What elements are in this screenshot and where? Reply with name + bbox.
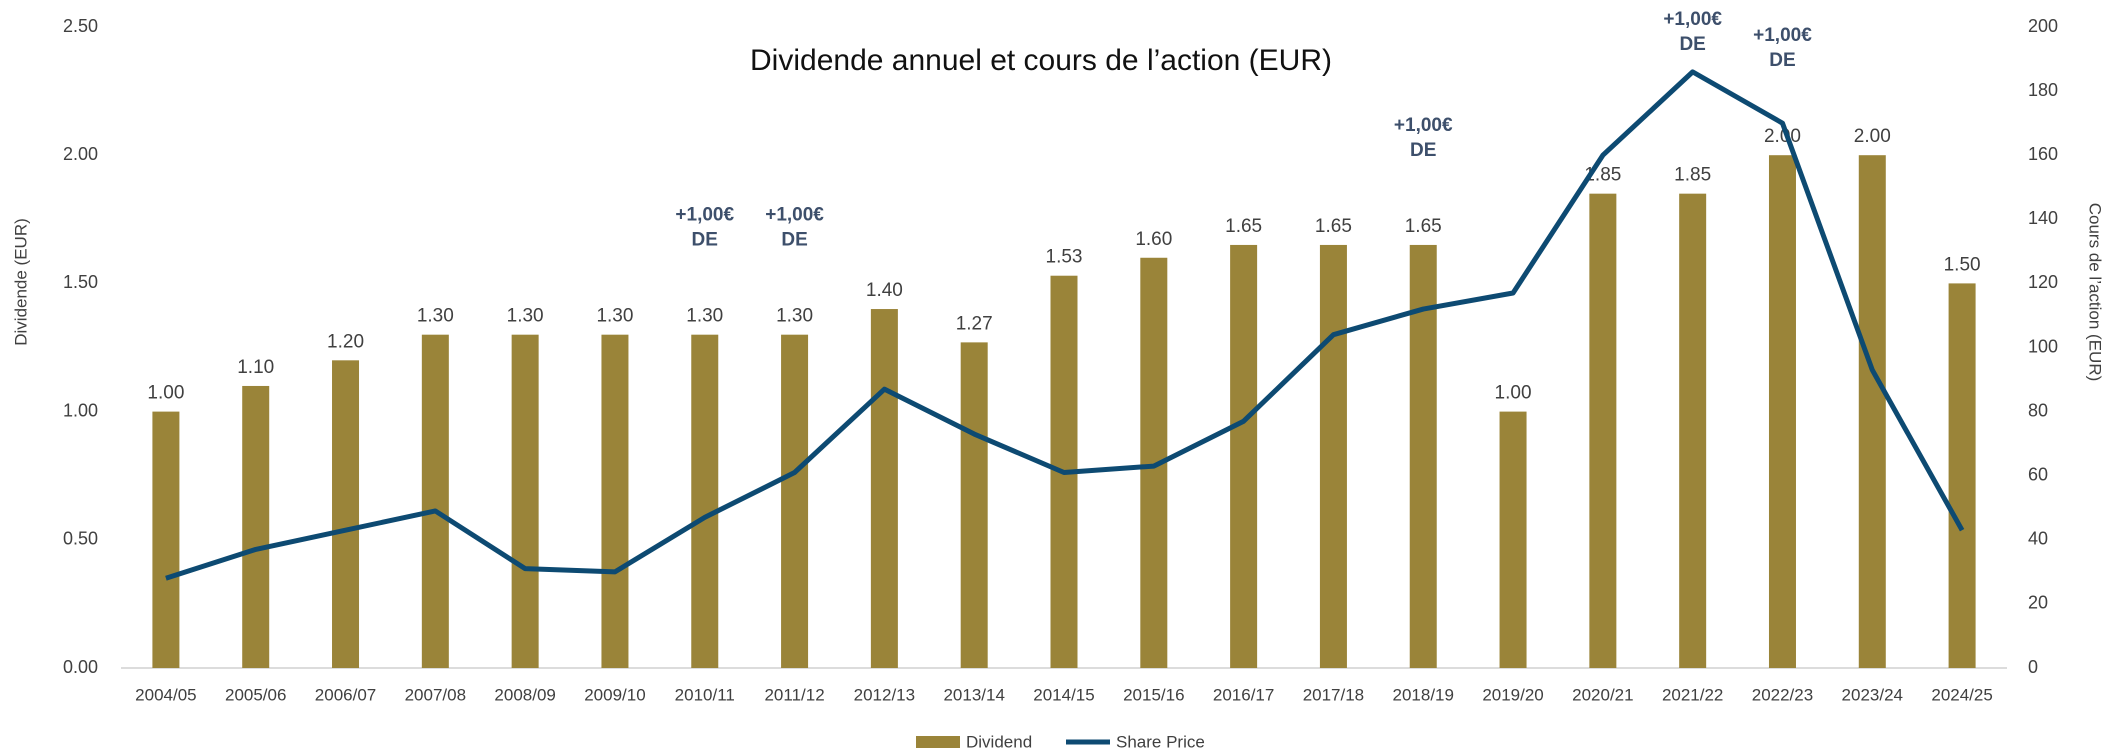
line bbox=[165, 69, 1965, 581]
data-label: 1.30 bbox=[596, 306, 633, 327]
x-tick-label: 2005/06 bbox=[225, 685, 286, 704]
x-tick-label: 2011/12 bbox=[764, 685, 824, 704]
x-tick-label: 2014/15 bbox=[1033, 685, 1094, 704]
chart-title: Dividende annuel et cours de l’action (E… bbox=[750, 44, 1332, 77]
annotation: +1,00€ bbox=[675, 205, 734, 226]
annotation: +1,00€ bbox=[765, 205, 824, 226]
y2-tick-label: 100 bbox=[2028, 336, 2058, 356]
annotation: DE bbox=[1769, 50, 1795, 71]
y2-tick-label: 160 bbox=[2028, 144, 2058, 164]
bar bbox=[511, 334, 539, 668]
y-tick-label: 0.00 bbox=[63, 657, 98, 677]
bar bbox=[601, 334, 629, 668]
y-tick-label: 2.00 bbox=[63, 144, 98, 164]
y2-tick-label: 60 bbox=[2028, 464, 2048, 484]
bar bbox=[691, 334, 719, 668]
bar bbox=[1679, 193, 1707, 668]
data-label: 1.30 bbox=[417, 306, 454, 327]
data-label: 1.50 bbox=[1944, 254, 1981, 275]
bar bbox=[1319, 244, 1347, 668]
x-tick-label: 2023/24 bbox=[1842, 685, 1903, 704]
bar bbox=[1230, 244, 1258, 668]
bar bbox=[1768, 155, 1796, 668]
bar bbox=[152, 411, 180, 668]
data-label: 1.85 bbox=[1674, 165, 1711, 186]
annotation: DE bbox=[692, 230, 718, 251]
legend-label: Share Price bbox=[1116, 732, 1205, 751]
y-tick-label: 0.50 bbox=[63, 529, 98, 549]
data-label: 1.65 bbox=[1405, 216, 1442, 237]
y2-tick-label: 180 bbox=[2028, 80, 2058, 100]
y2-tick-label: 80 bbox=[2028, 400, 2048, 420]
y2-axis-title: Cours de l’action (EUR) bbox=[2086, 203, 2105, 382]
y2-tick-label: 40 bbox=[2028, 529, 2048, 549]
x-tick-label: 2004/05 bbox=[135, 685, 196, 704]
bar bbox=[1499, 411, 1527, 668]
annotation: +1,00€ bbox=[1663, 9, 1722, 30]
y2-tick-label: 200 bbox=[2028, 16, 2058, 36]
x-tick-label: 2020/21 bbox=[1572, 685, 1633, 704]
x-tick-label: 2009/10 bbox=[584, 685, 645, 704]
data-label: 1.27 bbox=[956, 313, 993, 334]
data-label: 1.30 bbox=[776, 306, 813, 327]
data-label: 1.60 bbox=[1135, 229, 1172, 250]
bar bbox=[1948, 283, 1976, 668]
y-tick-label: 1.50 bbox=[63, 272, 98, 292]
y2-tick-label: 120 bbox=[2028, 272, 2058, 292]
bar bbox=[781, 334, 809, 668]
y-axis-title: Dividende (EUR) bbox=[11, 218, 30, 346]
annotation: +1,00€ bbox=[1753, 25, 1812, 46]
x-tick-label: 2008/09 bbox=[494, 685, 555, 704]
y2-tick-label: 140 bbox=[2028, 208, 2058, 228]
data-label: 1.10 bbox=[237, 357, 274, 378]
x-tick-label: 2016/17 bbox=[1213, 685, 1274, 704]
x-tick-label: 2021/22 bbox=[1662, 685, 1723, 704]
x-tick-label: 2007/08 bbox=[405, 685, 466, 704]
x-tick-label: 2017/18 bbox=[1303, 685, 1364, 704]
bar bbox=[960, 342, 988, 668]
annotation: DE bbox=[781, 230, 807, 251]
x-tick-label: 2010/11 bbox=[675, 685, 735, 704]
bar bbox=[1589, 193, 1617, 668]
annotation: DE bbox=[1410, 140, 1436, 161]
data-label: 1.20 bbox=[327, 331, 364, 352]
data-label: 1.00 bbox=[1495, 383, 1532, 404]
bar bbox=[332, 360, 360, 668]
annotation: +1,00€ bbox=[1394, 115, 1453, 136]
data-label: 2.00 bbox=[1854, 126, 1891, 147]
legend-label: Dividend bbox=[966, 732, 1032, 751]
y-tick-label: 1.00 bbox=[63, 400, 98, 420]
data-label: 1.65 bbox=[1315, 216, 1352, 237]
bar bbox=[421, 334, 449, 668]
x-tick-label: 2012/13 bbox=[854, 685, 915, 704]
data-label: 1.00 bbox=[147, 383, 184, 404]
y2-tick-label: 20 bbox=[2028, 593, 2048, 613]
bar bbox=[1409, 244, 1437, 668]
data-label: 1.30 bbox=[686, 306, 723, 327]
x-tick-label: 2018/19 bbox=[1393, 685, 1454, 704]
data-label: 1.65 bbox=[1225, 216, 1262, 237]
y2-tick-label: 0 bbox=[2028, 657, 2038, 677]
data-label: 1.53 bbox=[1046, 247, 1083, 268]
x-tick-label: 2024/25 bbox=[1931, 685, 1992, 704]
x-tick-label: 2015/16 bbox=[1123, 685, 1184, 704]
data-label: 1.40 bbox=[866, 280, 903, 301]
bar bbox=[242, 385, 270, 668]
x-tick-label: 2013/14 bbox=[943, 685, 1004, 704]
bar bbox=[1858, 155, 1886, 668]
annotation: DE bbox=[1679, 34, 1705, 55]
x-tick-label: 2022/23 bbox=[1752, 685, 1813, 704]
y-tick-label: 2.50 bbox=[63, 16, 98, 36]
x-tick-label: 2019/20 bbox=[1482, 685, 1543, 704]
x-tick-label: 2006/07 bbox=[315, 685, 376, 704]
data-label: 1.30 bbox=[507, 306, 544, 327]
bar bbox=[870, 309, 898, 668]
legend-swatch bbox=[916, 736, 960, 748]
